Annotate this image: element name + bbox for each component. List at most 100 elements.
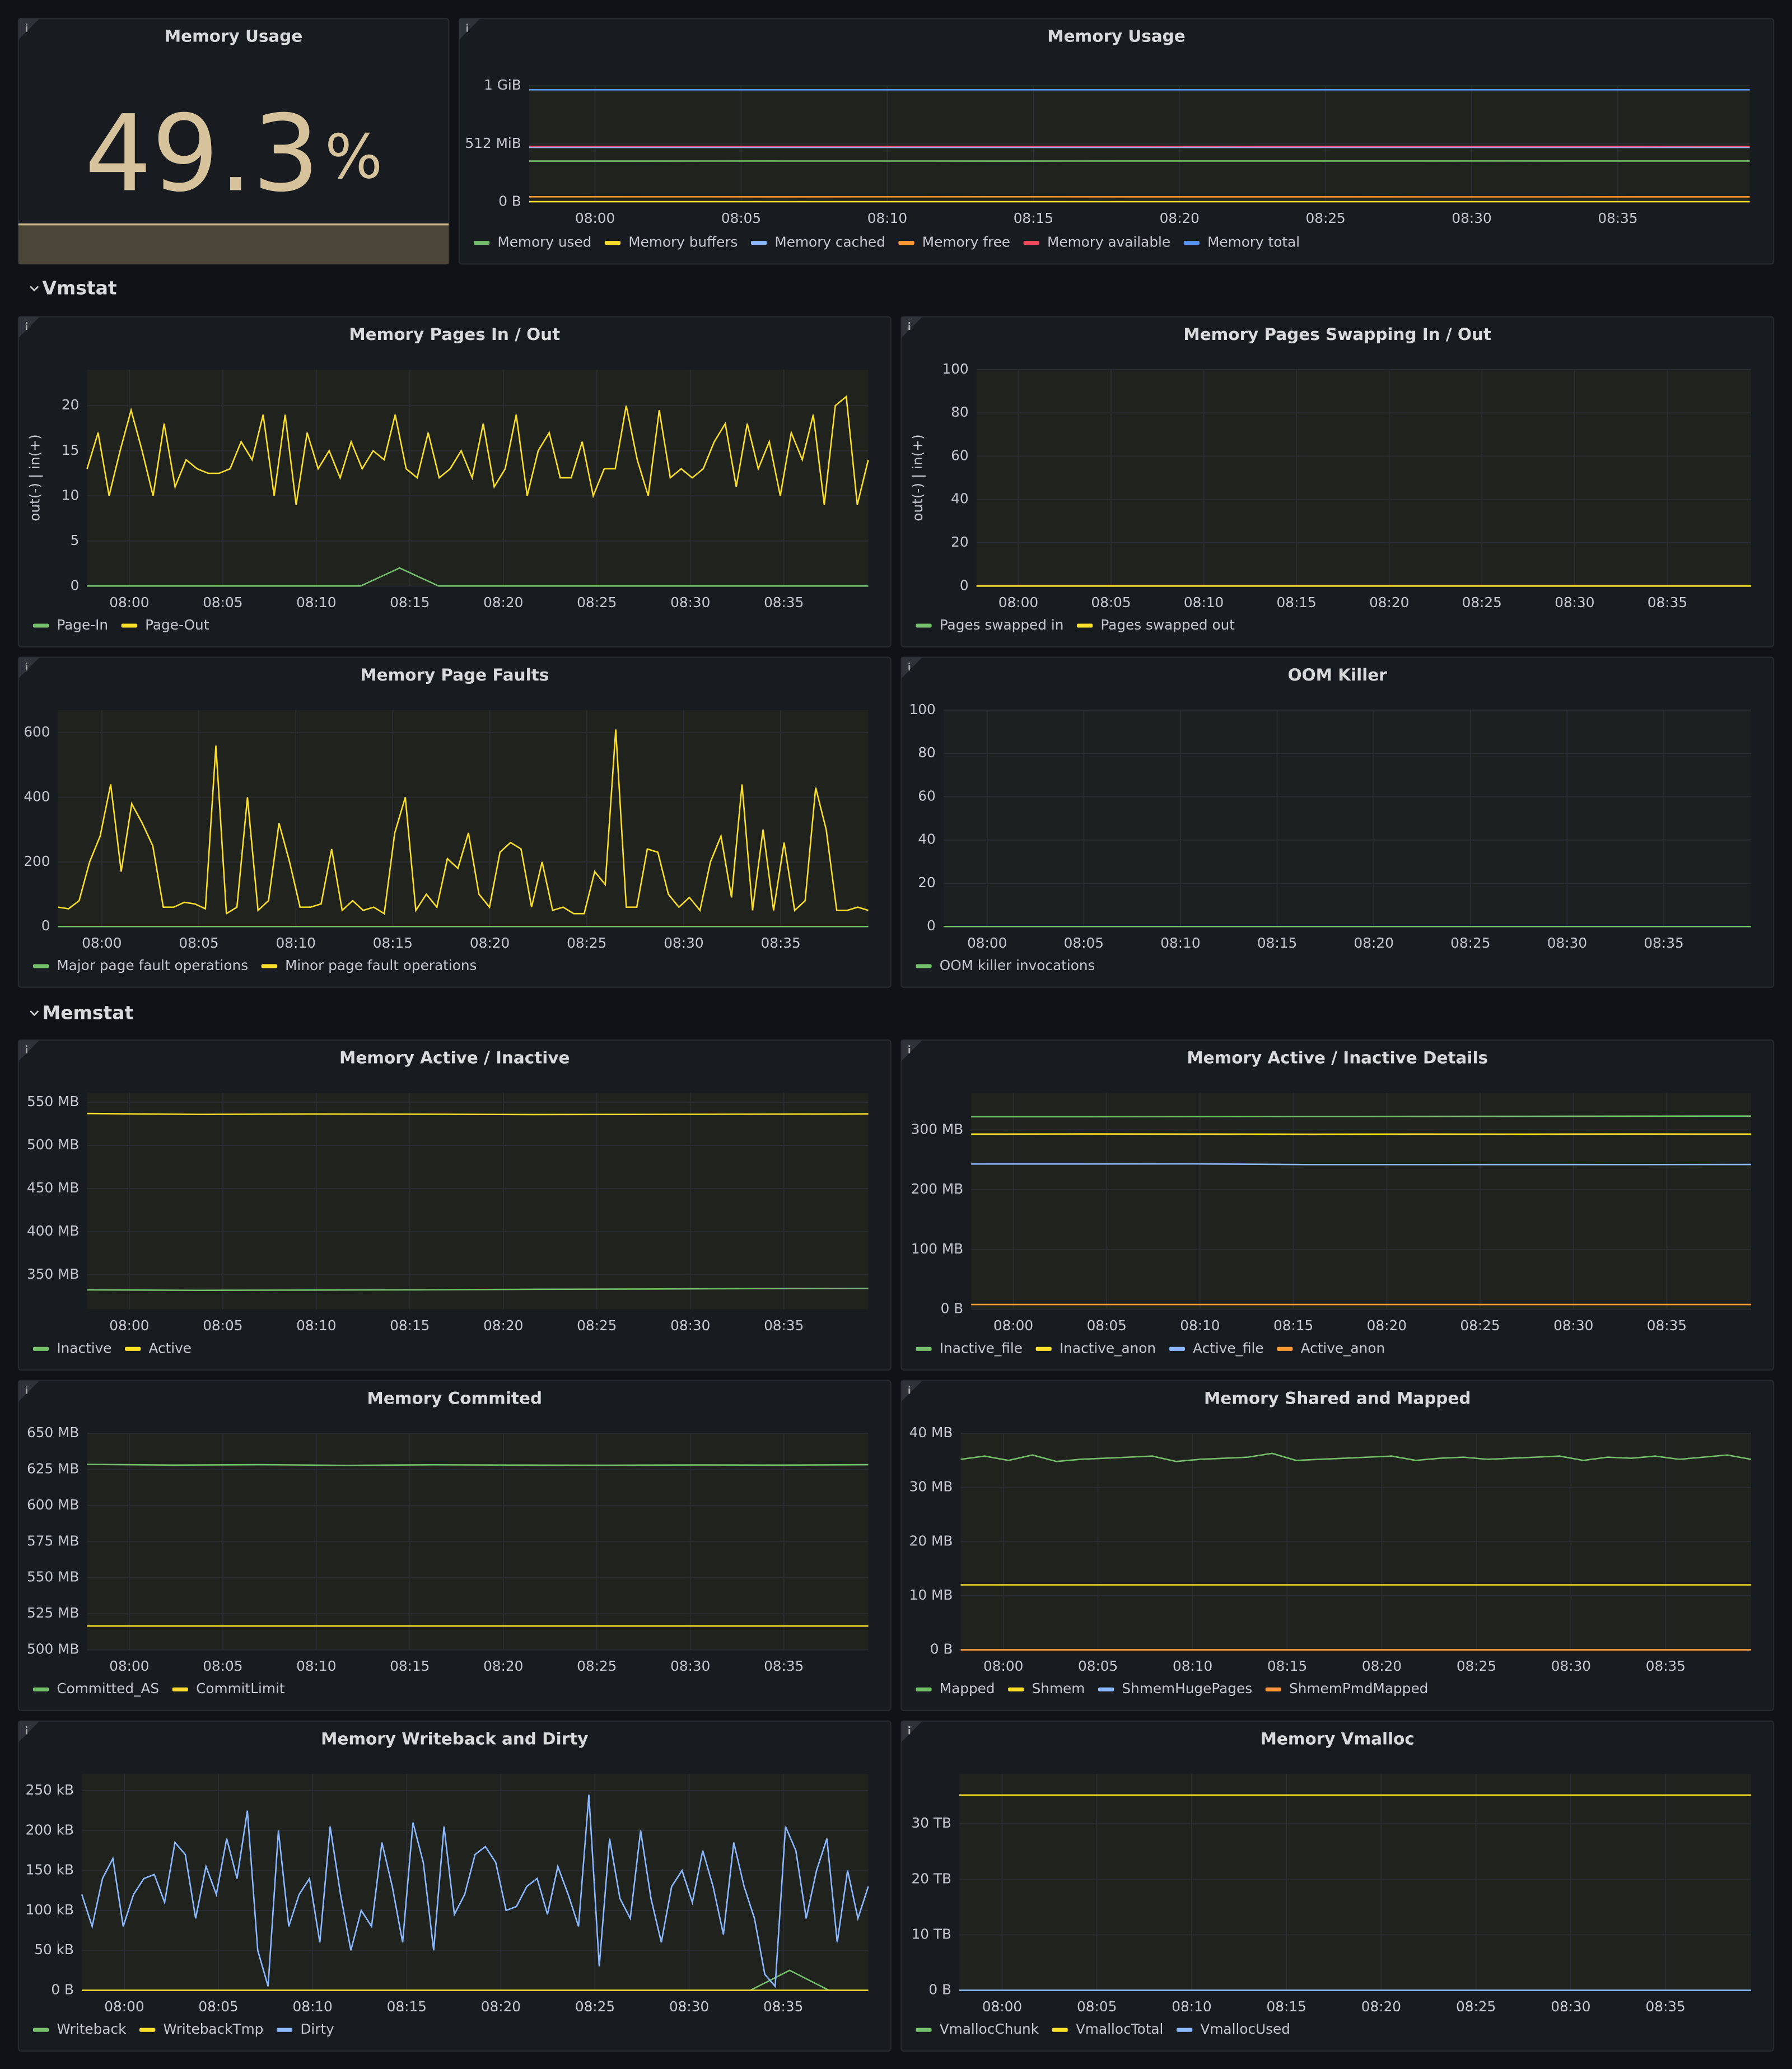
legend-swatch: [1169, 1346, 1185, 1351]
legend-label: Memory used: [497, 234, 591, 250]
legend-label: Active_file: [1193, 1340, 1264, 1356]
stat-sparkline-area: [18, 224, 449, 264]
info-icon-dot: [908, 1726, 911, 1728]
legend-swatch: [1035, 1346, 1052, 1351]
x-tick-label: 08:15: [1267, 1998, 1306, 2015]
x-tick-label: 08:05: [1078, 1658, 1118, 1674]
x-tick-label: 08:25: [567, 935, 606, 951]
y-tick-label: 400 MB: [27, 1223, 79, 1239]
y-tick-label: 200 MB: [911, 1181, 963, 1197]
y-tick-label: 600: [24, 724, 50, 740]
legend-swatch: [1183, 241, 1200, 245]
series-line: [87, 1112, 869, 1116]
x-tick-label: 08:00: [109, 594, 149, 611]
y-tick-label: 100 MB: [911, 1241, 963, 1257]
x-tick-label: 08:20: [1369, 594, 1409, 611]
x-tick-label: 08:30: [670, 1658, 710, 1674]
info-icon: [25, 26, 27, 32]
info-icon-dot: [25, 1726, 27, 1728]
series-line: [87, 1464, 869, 1466]
legend-label: VmallocTotal: [1076, 2021, 1163, 2037]
y-tick-label: 40: [951, 491, 968, 507]
x-tick-label: 08:35: [764, 1658, 804, 1674]
legend-label: Committed_AS: [57, 1680, 159, 1697]
legend-swatch: [276, 2028, 293, 2032]
panel: [900, 656, 1775, 988]
x-tick-label: 08:35: [1648, 594, 1687, 611]
y-tick-label: 0: [71, 577, 80, 593]
panel: [17, 1380, 892, 1712]
plot-area-tint: [58, 710, 869, 926]
x-tick-label: 08:35: [763, 1998, 803, 2015]
panel: [900, 1380, 1775, 1712]
plot-area-tint: [959, 1774, 1751, 1990]
info-icon: [908, 324, 911, 330]
info-icon-dot: [25, 662, 27, 664]
y-tick-label: 60: [918, 787, 935, 804]
series-line: [81, 1795, 869, 1988]
y-tick-label: 1 GiB: [484, 77, 521, 93]
info-icon-dot: [25, 1045, 27, 1047]
x-tick-label: 08:15: [1273, 1317, 1313, 1334]
y-tick-label: 20 MB: [909, 1532, 953, 1549]
x-tick-label: 08:25: [577, 1317, 617, 1334]
x-tick-label: 08:10: [1172, 1998, 1211, 2015]
legend-label: Memory buffers: [628, 234, 738, 250]
legend-swatch: [1023, 241, 1039, 245]
y-axis-label: out(-) | in(+): [909, 434, 926, 521]
legend-label: Inactive_anon: [1060, 1340, 1156, 1356]
series-line: [86, 395, 869, 505]
legend-swatch: [139, 2028, 156, 2032]
plot-area-tint: [944, 710, 1751, 926]
y-tick-label: 0: [927, 917, 936, 934]
legend-swatch: [261, 964, 277, 968]
y-tick-label: 500 MB: [27, 1641, 79, 1657]
x-tick-label: 08:10: [1180, 1317, 1220, 1334]
legend-swatch: [1098, 1687, 1114, 1691]
x-tick-label: 08:05: [721, 210, 761, 226]
legend-label: OOM killer invocations: [940, 957, 1095, 973]
legend-swatch: [916, 2028, 932, 2032]
stat-value: 49.3%: [85, 92, 382, 215]
info-corner: [901, 1380, 923, 1402]
x-tick-label: 08:25: [1456, 1998, 1496, 2015]
y-tick-label: 30 TB: [912, 1815, 951, 1831]
info-icon: [25, 324, 27, 330]
legend-swatch: [32, 2028, 49, 2032]
y-tick-label: 0: [41, 917, 50, 934]
panel: [458, 17, 1775, 265]
info-icon-dot: [908, 322, 911, 324]
legend-swatch: [125, 1346, 141, 1351]
legend-label: Active: [148, 1340, 192, 1356]
legend-label: VmallocUsed: [1200, 2021, 1290, 2037]
legend-label: WritebackTmp: [163, 2021, 263, 2037]
legend-swatch: [473, 241, 490, 245]
x-tick-label: 08:10: [296, 1317, 336, 1334]
legend-label: Pages swapped out: [1100, 617, 1235, 633]
x-tick-label: 08:00: [967, 935, 1007, 951]
x-tick-label: 08:15: [1277, 594, 1317, 611]
y-tick-label: 10: [62, 487, 79, 503]
x-tick-label: 08:25: [1457, 1658, 1496, 1674]
x-tick-label: 08:35: [764, 1317, 804, 1334]
x-tick-label: 08:20: [481, 1998, 521, 2015]
x-tick-label: 08:35: [760, 935, 800, 951]
panel-title: Memory Pages In / Out: [349, 325, 560, 344]
y-tick-label: 0: [960, 577, 969, 593]
panel-title: Memory Writeback and Dirty: [321, 1729, 588, 1748]
y-tick-label: 575 MB: [27, 1532, 79, 1549]
y-tick-label: 550 MB: [27, 1569, 79, 1585]
legend-label: Minor page fault operations: [285, 957, 477, 973]
legend-label: Memory free: [922, 234, 1010, 250]
info-icon-dot: [25, 24, 27, 26]
y-tick-label: 200 kB: [26, 1821, 74, 1838]
x-tick-label: 08:30: [1551, 1658, 1591, 1674]
legend-label: ShmemPmdMapped: [1289, 1680, 1428, 1697]
panel-title: Memory Pages Swapping In / Out: [1183, 325, 1491, 344]
x-tick-label: 08:05: [1087, 1317, 1127, 1334]
series-line: [971, 1115, 1751, 1118]
section-chevron: [30, 286, 39, 292]
x-tick-label: 08:00: [998, 594, 1038, 611]
y-tick-label: 20: [918, 874, 935, 891]
